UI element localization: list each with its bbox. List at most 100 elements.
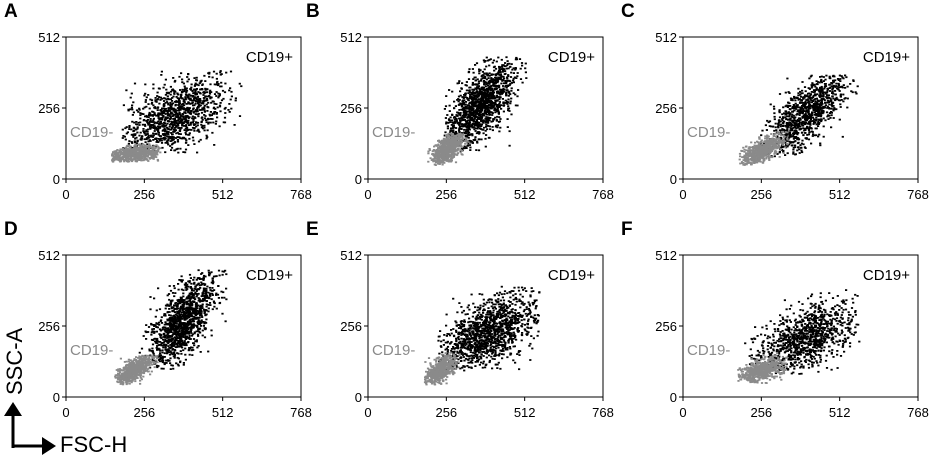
data-point	[462, 101, 465, 104]
data-point	[498, 105, 501, 108]
data-point	[486, 105, 489, 107]
data-point	[114, 158, 118, 161]
data-point	[151, 148, 154, 151]
data-point	[484, 121, 487, 124]
data-point	[177, 136, 180, 138]
data-point	[449, 154, 452, 157]
data-point	[464, 116, 467, 118]
data-point	[127, 142, 130, 145]
data-point	[157, 120, 160, 123]
data-point	[797, 146, 800, 148]
data-point	[453, 120, 456, 123]
data-point	[499, 90, 502, 93]
data-point	[467, 122, 470, 125]
data-point	[495, 77, 498, 80]
data-point	[164, 151, 167, 154]
data-point	[472, 108, 475, 110]
data-point	[508, 91, 511, 93]
data-point	[238, 115, 242, 117]
data-point	[490, 105, 493, 108]
data-point	[219, 71, 222, 74]
data-point	[150, 102, 153, 105]
data-point	[474, 127, 477, 130]
data-point	[144, 141, 147, 144]
data-point	[456, 138, 459, 141]
data-point	[129, 158, 133, 161]
data-point	[124, 127, 127, 130]
data-point	[443, 148, 446, 151]
data-point	[169, 101, 172, 104]
data-point	[150, 99, 154, 102]
data-point	[461, 150, 464, 152]
data-point	[170, 113, 174, 115]
data-point	[480, 94, 483, 96]
data-point	[233, 124, 236, 126]
data-point	[502, 110, 505, 113]
data-point	[164, 141, 167, 144]
data-point	[478, 88, 481, 91]
data-point	[484, 117, 487, 120]
data-point	[460, 128, 463, 130]
data-point	[163, 111, 166, 114]
data-point	[782, 122, 785, 125]
data-point	[176, 140, 180, 143]
data-point	[476, 109, 479, 112]
data-point	[496, 124, 499, 127]
data-point	[216, 116, 219, 119]
data-point	[453, 118, 456, 121]
data-point	[119, 154, 122, 157]
data-point	[133, 146, 136, 149]
data-point	[202, 108, 205, 111]
data-point	[128, 128, 131, 130]
data-point	[802, 105, 806, 108]
data-point	[499, 93, 502, 96]
data-point	[465, 147, 468, 149]
data-point	[471, 92, 474, 94]
data-point	[468, 86, 471, 89]
data-point	[489, 89, 492, 91]
data-point	[199, 138, 202, 141]
x-tick-label: 0	[364, 187, 371, 202]
data-point	[224, 112, 227, 114]
data-point	[797, 117, 800, 120]
data-point	[498, 65, 501, 68]
data-point	[197, 84, 200, 87]
data-point	[805, 137, 808, 139]
data-point	[461, 99, 465, 102]
data-point	[141, 148, 144, 151]
data-point	[227, 109, 230, 111]
data-point	[496, 92, 499, 94]
data-point	[791, 119, 794, 122]
data-point	[826, 96, 829, 99]
data-point	[128, 140, 131, 142]
data-point	[808, 131, 811, 134]
data-point	[505, 56, 508, 59]
data-point	[212, 121, 215, 124]
data-point	[181, 88, 184, 91]
data-point	[801, 131, 804, 134]
data-point	[195, 121, 198, 124]
data-point	[505, 67, 508, 70]
data-point	[501, 80, 504, 82]
data-point	[826, 105, 829, 108]
data-point	[512, 72, 515, 74]
data-point	[812, 91, 815, 94]
data-point	[124, 138, 127, 141]
data-point	[482, 79, 486, 82]
data-point	[182, 122, 185, 125]
data-point	[483, 91, 487, 93]
data-point	[448, 159, 452, 162]
data-point	[202, 94, 205, 96]
data-point	[203, 114, 206, 116]
data-point	[433, 156, 436, 159]
data-point	[145, 145, 148, 148]
data-point	[145, 105, 148, 108]
data-point	[774, 122, 777, 125]
data-point	[503, 88, 506, 91]
data-point	[464, 139, 468, 142]
data-point	[201, 107, 204, 110]
data-point	[831, 102, 834, 105]
data-point	[197, 115, 200, 118]
data-point	[494, 67, 498, 70]
data-point	[786, 77, 789, 80]
